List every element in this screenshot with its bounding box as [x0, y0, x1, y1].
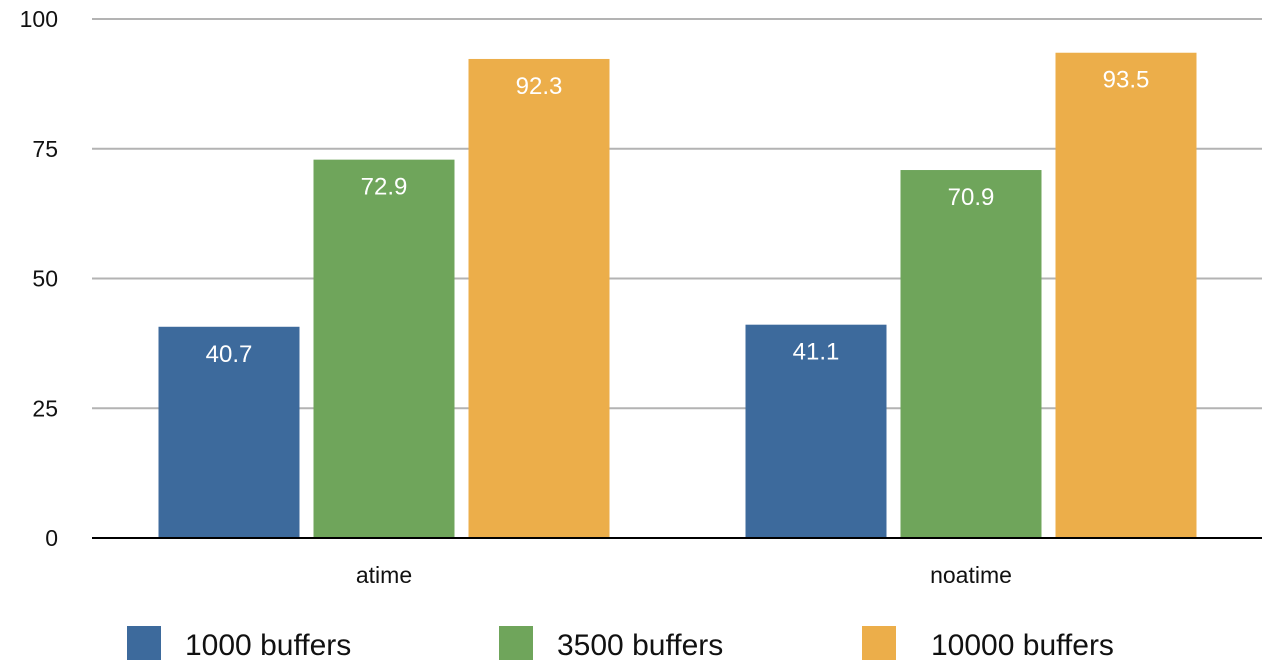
y-tick-label: 0 [45, 525, 58, 551]
bar [313, 159, 455, 539]
y-tick-label: 25 [32, 395, 58, 421]
bar-value-label: 93.5 [1103, 67, 1150, 94]
y-tick-label: 100 [20, 6, 58, 32]
x-category-label: noatime [930, 562, 1012, 588]
legend-swatch [499, 626, 533, 660]
bar [158, 326, 300, 538]
bar-value-label: 72.9 [361, 174, 408, 201]
legend-label: 10000 buffers [931, 629, 1114, 660]
bar [900, 170, 1042, 539]
bar [745, 324, 887, 538]
data-labels: 40.7 72.9 92.3 41.1 70.9 93.5 [206, 67, 1150, 368]
legend-swatch [127, 626, 161, 660]
legend: 1000 buffers 3500 buffers 10000 buffers [127, 626, 1114, 660]
bar-value-label: 92.3 [516, 73, 563, 100]
bars [158, 52, 1197, 539]
bar-value-label: 40.7 [206, 341, 253, 368]
bar [1055, 52, 1197, 539]
y-tick-label: 50 [32, 266, 58, 292]
bar-value-label: 70.9 [948, 184, 995, 211]
y-axis-ticks: 0 25 50 75 100 [20, 6, 58, 551]
y-tick-label: 75 [32, 136, 58, 162]
x-category-label: atime [356, 562, 412, 588]
legend-label: 1000 buffers [185, 629, 351, 660]
x-axis-categories: atime noatime [356, 562, 1012, 588]
legend-label: 3500 buffers [557, 629, 723, 660]
legend-swatch [862, 626, 896, 660]
bar [468, 58, 610, 538]
bar-value-label: 41.1 [793, 339, 840, 366]
